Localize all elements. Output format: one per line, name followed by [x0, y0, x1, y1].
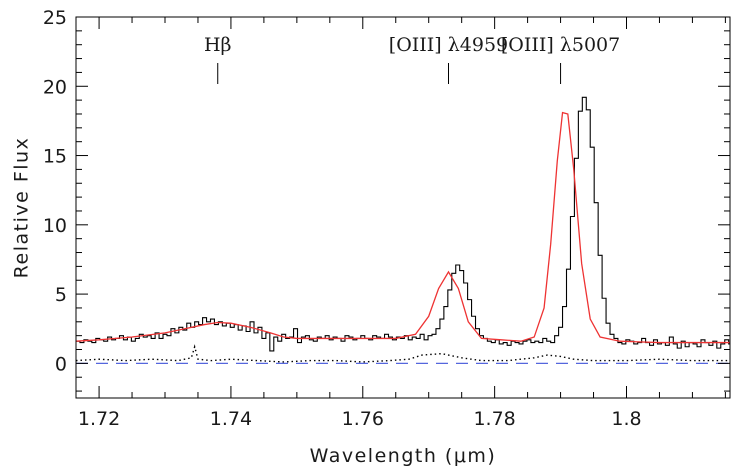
- x-tick-label: 1.8: [611, 408, 641, 430]
- x-tick-label: 1.74: [210, 408, 252, 430]
- noise-spectrum-dotted: [76, 344, 730, 363]
- model-fit-line: [76, 111, 730, 344]
- y-tick-label: 20: [43, 76, 67, 98]
- y-axis-title: Relative Flux: [11, 137, 33, 279]
- x-tick-label: 1.76: [342, 408, 384, 430]
- x-tick-label: 1.72: [78, 408, 120, 430]
- y-tick-label: 10: [43, 215, 67, 237]
- ticks-layer: 1.72 1.74 1.76 1.78 1.8 0 5 10 15 20 25: [43, 7, 730, 430]
- line-marker-label: Hβ: [204, 34, 232, 56]
- y-tick-label: 5: [55, 284, 67, 306]
- line-markers-layer: Hβ [OIII] λ4959[OIII] λ5007: [204, 34, 620, 84]
- y-tick-label: 25: [43, 7, 67, 29]
- y-tick-label: 15: [43, 146, 67, 168]
- y-tick-label: 0: [55, 353, 67, 375]
- plot-frame: [75, 16, 731, 399]
- series-layer: [76, 96, 730, 364]
- x-axis-title: Wavelength (μm): [310, 445, 497, 467]
- observed-spectrum-steps: [76, 96, 730, 352]
- x-tick-label: 1.78: [473, 408, 515, 430]
- line-marker-label: [OIII] λ4959: [389, 34, 508, 56]
- line-marker-label: [OIII] λ5007: [501, 34, 620, 56]
